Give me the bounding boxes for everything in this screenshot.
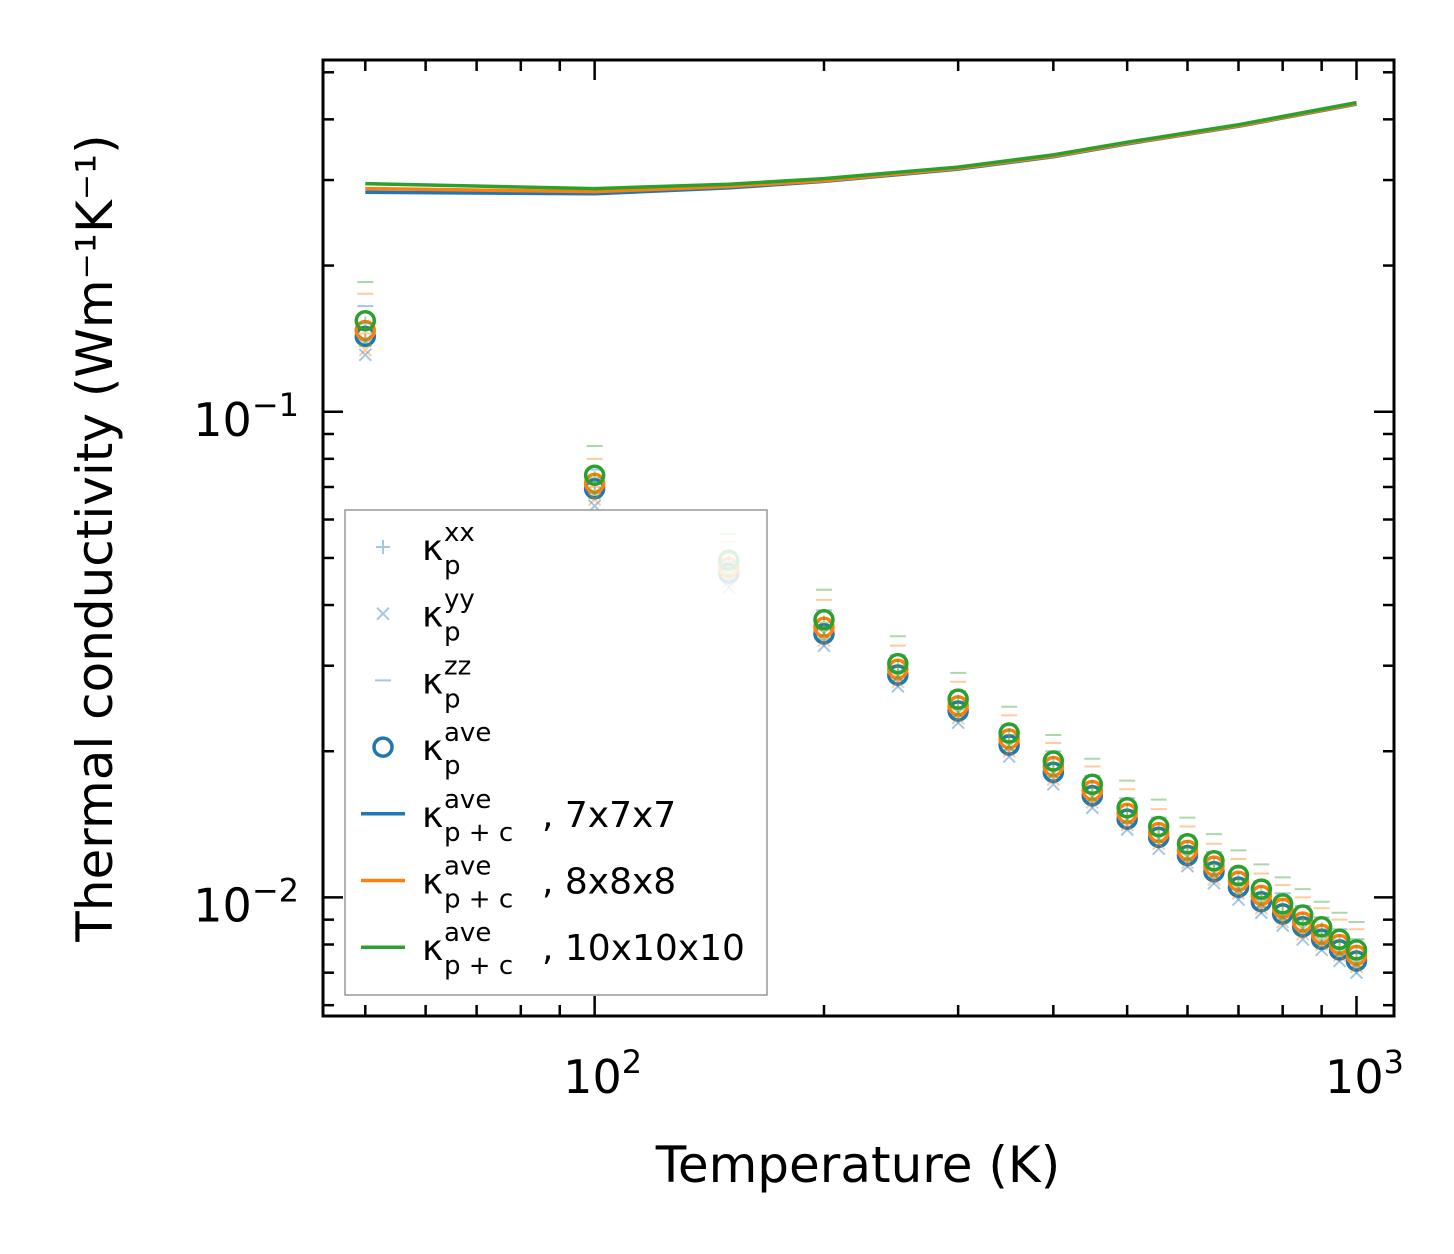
kave-point (998, 722, 1020, 744)
legend-sub: p + c (444, 885, 513, 915)
kxx-point (1314, 922, 1329, 937)
kave-point (1227, 876, 1250, 898)
kave-point (1081, 773, 1104, 796)
plot-frame (321, 58, 1396, 1018)
legend-label: κ (422, 528, 443, 569)
legend-label: κ (422, 862, 443, 903)
x-tick-label: 102 (563, 1043, 642, 1104)
kave-point (1328, 928, 1351, 951)
plot-area (354, 100, 1368, 980)
legend-label: κ (422, 928, 443, 969)
legend-sup: yy (444, 585, 475, 615)
legend-mesh: , 7x7x7 (542, 795, 676, 836)
legend-label: κ (422, 795, 443, 836)
kave-point (1291, 911, 1314, 933)
kave-point (1227, 864, 1250, 887)
legend-sup: zz (444, 651, 471, 681)
kave-point (887, 652, 909, 675)
kave-point (1147, 821, 1170, 844)
kave-point (1250, 890, 1273, 913)
y-tick-label: 10−2 (193, 871, 299, 932)
legend-sub: p (444, 551, 461, 581)
kyy-point (1296, 922, 1310, 936)
kyy-point (587, 492, 602, 507)
kave-point (1345, 939, 1368, 961)
kave-point (354, 319, 377, 342)
kyy-point (587, 486, 602, 500)
y-axis-label: Thermal conductivity (Wm⁻¹K⁻¹) (66, 134, 124, 942)
x-tick-label: 103 (1325, 1043, 1404, 1104)
kave-point (1081, 779, 1104, 802)
kave-point (947, 695, 969, 717)
kave-point (1147, 815, 1170, 838)
axis-ticks: 102 103 10−1 10−2 (193, 60, 1404, 1104)
legend-sup: ave (444, 718, 491, 748)
kave-point (1291, 904, 1314, 926)
kave-point (1203, 849, 1225, 872)
kave-point (1250, 884, 1273, 907)
y-tick-label: 10−1 (193, 386, 299, 447)
kave-point (947, 688, 969, 710)
kave-point (354, 309, 377, 332)
legend-sup: ave (444, 785, 491, 815)
legend-sup: ave (444, 918, 491, 948)
kave-point (1116, 796, 1138, 819)
legend-mesh: , 8x8x8 (542, 862, 676, 903)
legend-sub: p (444, 684, 461, 714)
kave-point (1250, 878, 1273, 900)
kxx-point (1085, 779, 1100, 794)
line-series-8x8x8 (365, 101, 1357, 194)
kyy-point (1314, 935, 1329, 949)
legend-mesh: , 10x10x10 (542, 928, 745, 969)
kyy-point (358, 348, 373, 362)
kxx-point (1002, 727, 1017, 742)
legend-label: κ (422, 661, 443, 702)
kave-point (583, 464, 606, 487)
kyy-point (358, 334, 373, 348)
kxx-point (1046, 756, 1061, 771)
kxx-point (890, 658, 905, 673)
kxx-point (1275, 899, 1290, 914)
line-series-10x10x10 (365, 100, 1357, 191)
legend-sub: p + c (444, 951, 513, 981)
kave-point (1310, 916, 1333, 938)
kxx-point (951, 694, 966, 709)
kave-point (998, 728, 1020, 750)
kave-point (1042, 750, 1065, 772)
kave-point (813, 616, 835, 639)
kave-point (1271, 893, 1294, 915)
x-axis-label: Temperature (K) (655, 1136, 1060, 1194)
legend-box (344, 509, 768, 996)
legend-sub: p + c (444, 818, 513, 848)
kave-point (583, 472, 606, 495)
kave-point (1176, 839, 1199, 862)
legend-sup: xx (444, 518, 475, 548)
legend-label: κ (422, 595, 443, 636)
legend-handle-cross (376, 606, 390, 621)
legend-sup: ave (444, 852, 491, 882)
legend-handle-circle (372, 736, 394, 758)
legend-handle-plus (376, 540, 390, 554)
kave-point (813, 623, 835, 645)
legend-label: κ (422, 728, 443, 769)
kyy-point (1254, 897, 1269, 911)
kave-point (998, 734, 1020, 756)
point-series-10x10x10 (354, 281, 1368, 971)
kave-point (1176, 832, 1199, 855)
kave-point (813, 609, 835, 631)
line-series-7x7x7 (365, 102, 1357, 196)
legend-sub: p (444, 751, 461, 781)
legend-sub: p (444, 618, 461, 648)
kyy-point (358, 343, 373, 357)
